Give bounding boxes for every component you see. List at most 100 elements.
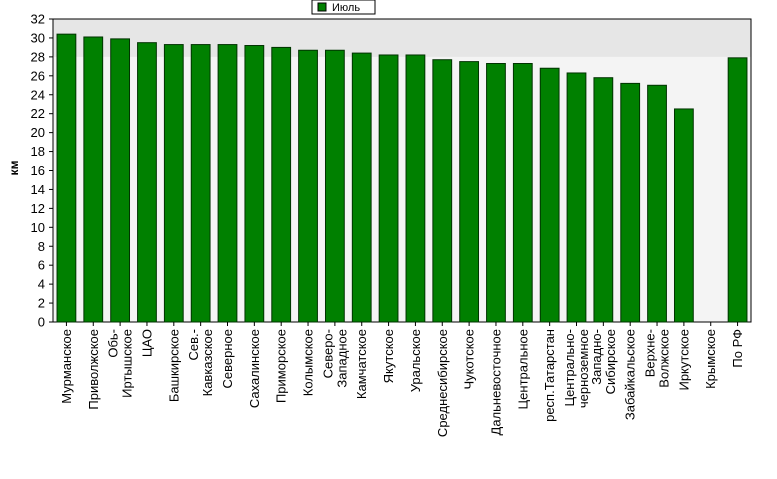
x-tick-label: Иркутское [676,329,691,391]
bar [83,36,104,323]
y-tick-label: 30 [31,30,45,45]
x-tick-label: Северо- Западное [320,329,349,388]
x-tick-label-line: Северное [220,329,235,388]
x-tick-label: Верхне- Волжское [643,329,672,388]
y-tick-label: 24 [31,87,45,102]
y-tick-label: 10 [31,220,45,235]
bar [539,67,560,323]
bar [110,38,131,323]
x-tick-label: Приволжское [86,329,101,410]
legend-label: Июль [332,2,360,14]
bar [593,77,614,323]
x-tick-label-line: Забайкальское [623,329,638,420]
y-tick-label: 20 [31,125,45,140]
x-tick-label: Обь- Иртышское [106,329,135,398]
x-tick-label-line: Якутское [381,329,396,383]
x-tick-label: По РФ [730,329,745,368]
bar [217,44,238,323]
bar [459,61,480,323]
y-tick-label: 12 [31,201,45,216]
x-tick-label-line: Центрально- [562,329,577,407]
x-tick-label: Мурманское [59,329,74,404]
plot-area [52,18,752,323]
bar [620,82,641,323]
x-tick-label: Забайкальское [623,329,638,420]
x-tick-label: Северное [220,329,235,388]
x-tick-label: Центрально-черноземное [562,329,591,408]
x-tick-label-line: черноземное [576,329,591,408]
legend: Июль [311,0,376,15]
x-tick-label-line: Обь- [106,329,121,358]
y-tick-label: 8 [38,239,45,254]
plot-band [53,19,751,57]
x-tick-label: респ.Татарстан [542,329,557,422]
x-tick-label: Сев.- Кавказское [186,329,215,396]
x-tick-label-line: Дальневосточное [488,329,503,435]
x-tick-label-line: Сев.- [186,329,201,360]
bar [137,42,157,323]
x-tick-label-line: Иртышское [120,329,135,398]
x-tick-label-line: Иркутское [676,329,691,391]
legend-swatch [317,2,327,12]
x-tick-label: Западно- Сибирское [589,329,618,394]
bar [512,63,533,323]
x-tick-label-line: Камчатское [354,329,369,399]
bar [432,59,453,323]
x-tick-label: Уральское [408,329,423,392]
x-tick-label-line: Чукотское [462,329,477,390]
x-tick-label-line: респ.Татарстан [542,329,557,422]
bar [727,57,748,323]
x-tick-label-line: Кавказское [200,329,215,396]
bar [324,49,345,323]
y-tick-label: 22 [31,106,45,121]
x-tick-label-line: Уральское [408,329,423,392]
y-tick-label: 4 [38,277,45,292]
y-tick-label: 26 [31,68,45,83]
bar [163,44,184,323]
x-tick-label-line: Среднесибирское [435,329,450,437]
bar [190,44,211,323]
bar [271,46,292,323]
y-tick-label: 16 [31,163,45,178]
bars [56,33,748,323]
x-tick-label: Камчатское [354,329,369,399]
bar [647,84,667,323]
y-tick-label: 32 [31,12,45,27]
x-tick-label-line: Северо- [320,329,335,378]
legend-box [311,0,376,15]
x-tick-label-line: По РФ [730,329,745,368]
y-tick-label: 14 [31,182,45,197]
x-tick-label: Чукотское [462,329,477,390]
x-tick-label: Крымское [703,329,718,389]
x-tick-label: ЦАО [139,329,154,357]
y-tick-label: 0 [38,315,45,330]
bar [405,54,426,323]
x-tick-label: Башкирское [166,329,181,402]
bar [244,45,265,323]
x-tick-label-line: Сахалинское [247,329,262,408]
x-tick-label-line: Приморское [274,329,289,403]
x-tick-label-line: Западное [334,329,349,388]
x-tick-label-line: Центральное [515,329,530,409]
bar [378,54,399,323]
x-tick-label-line: Приволжское [86,329,101,410]
y-tick-label: 18 [31,144,45,159]
x-axis: Мурманское Приволжское Обь- Иртышское ЦАО Баш… [59,322,745,437]
bar [56,33,77,323]
y-tick-label: 2 [38,296,45,311]
x-tick-label-line: Крымское [703,329,718,389]
x-tick-label: Центральное [515,329,530,409]
x-tick-label: Приморское [274,329,289,403]
x-tick-label: Дальневосточное [488,329,503,435]
bar [566,72,587,323]
plot-background [52,18,752,323]
bar [673,108,694,323]
x-tick-label-line: Сибирское [603,329,618,394]
y-tick-label: 28 [31,49,45,64]
x-tick-label: Среднесибирское [435,329,450,437]
x-tick-label-line: Башкирское [166,329,181,402]
bar [351,52,372,323]
bar [298,49,318,323]
